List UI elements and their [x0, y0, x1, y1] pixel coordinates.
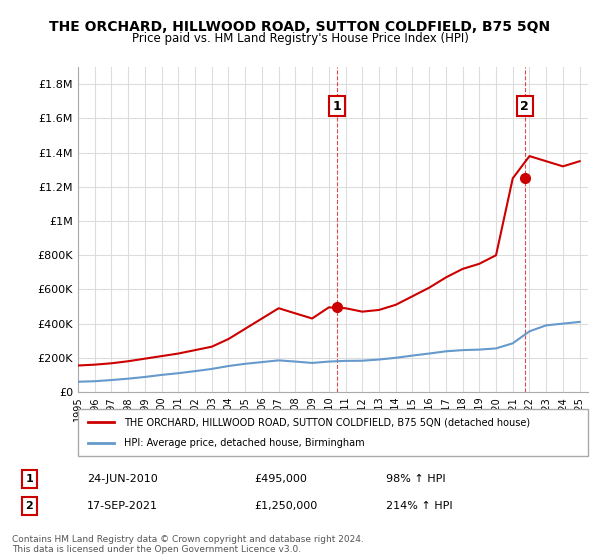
Text: HPI: Average price, detached house, Birmingham: HPI: Average price, detached house, Birm… — [124, 438, 365, 448]
Text: 2: 2 — [520, 100, 529, 113]
Text: £495,000: £495,000 — [254, 474, 307, 484]
Text: THE ORCHARD, HILLWOOD ROAD, SUTTON COLDFIELD, B75 5QN: THE ORCHARD, HILLWOOD ROAD, SUTTON COLDF… — [49, 20, 551, 34]
Text: Price paid vs. HM Land Registry's House Price Index (HPI): Price paid vs. HM Land Registry's House … — [131, 32, 469, 45]
Text: 1: 1 — [332, 100, 341, 113]
Text: 2: 2 — [25, 501, 33, 511]
Text: Contains HM Land Registry data © Crown copyright and database right 2024.
This d: Contains HM Land Registry data © Crown c… — [12, 535, 364, 554]
Text: THE ORCHARD, HILLWOOD ROAD, SUTTON COLDFIELD, B75 5QN (detached house): THE ORCHARD, HILLWOOD ROAD, SUTTON COLDF… — [124, 417, 530, 427]
Text: 214% ↑ HPI: 214% ↑ HPI — [386, 501, 453, 511]
FancyBboxPatch shape — [78, 409, 588, 456]
Text: 24-JUN-2010: 24-JUN-2010 — [87, 474, 158, 484]
Text: 98% ↑ HPI: 98% ↑ HPI — [386, 474, 446, 484]
Text: 17-SEP-2021: 17-SEP-2021 — [87, 501, 158, 511]
Text: £1,250,000: £1,250,000 — [254, 501, 317, 511]
Text: 1: 1 — [25, 474, 33, 484]
